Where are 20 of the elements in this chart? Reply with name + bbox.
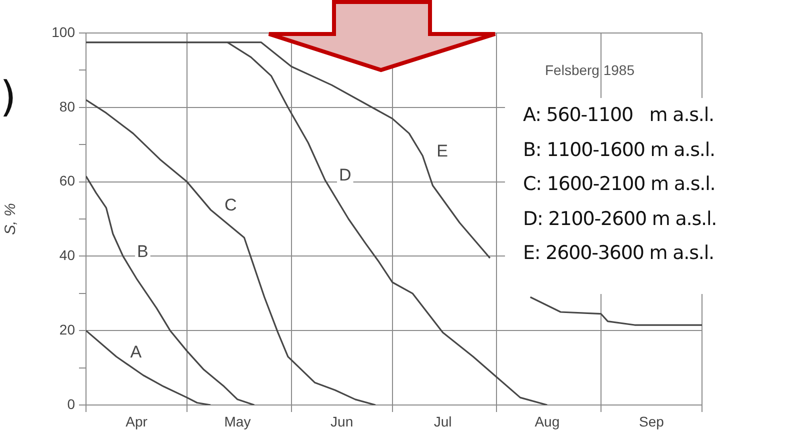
series-label: B [137,242,148,261]
text: ) [0,72,16,121]
series-label: A [130,342,142,362]
x-tick-label: Sep [639,413,664,430]
y-axis-title: S, % [2,203,20,235]
series-label: D [338,166,352,185]
x-tick-label: Aug [534,413,560,430]
x-tick-label: Jun [330,413,354,430]
x-tick-label: Apr [126,413,148,430]
y-tick-label: 60 [59,172,76,189]
y-tick-label: 20 [59,321,76,338]
x-tick-label: May [224,413,251,430]
y-tick-label: 80 [59,98,76,114]
annotation: Felsberg 1985 [545,62,635,78]
series-label: E [436,141,448,160]
y-tick-label: 0 [67,396,76,412]
x-tick-label: Jul [434,413,452,430]
series-label: C [224,195,237,214]
y-tick-label: 100 [52,24,76,40]
y-tick-label: 40 [59,247,76,264]
